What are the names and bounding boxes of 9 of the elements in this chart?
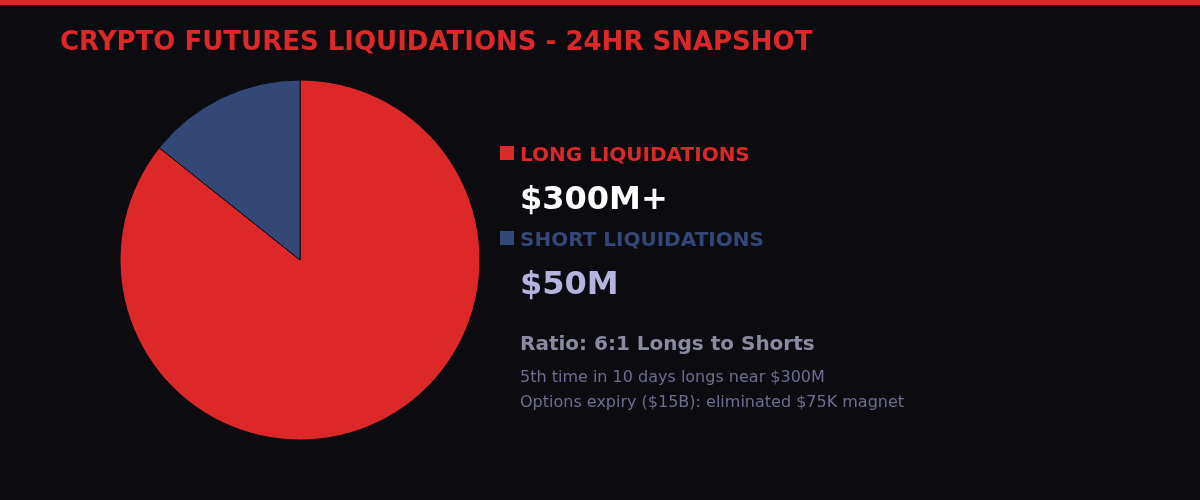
text: Ratio: 6:1 Longs to Shorts bbox=[520, 331, 815, 355]
data-label: $300M+ bbox=[520, 179, 668, 217]
legend-label: SHORT LIQUIDATIONS bbox=[520, 227, 764, 251]
text: 5th time in 10 days longs near $300M bbox=[520, 367, 825, 386]
chart-title: CRYPTO FUTURES LIQUIDATIONS - 24HR SNAPSHOT bbox=[60, 26, 813, 56]
pie-slice bbox=[119, 79, 481, 441]
legend-label: LONG LIQUIDATIONS bbox=[520, 142, 750, 166]
data-label: $50M bbox=[520, 264, 619, 302]
text: Options expiry ($15B): eliminated $75K magnet bbox=[520, 392, 905, 411]
